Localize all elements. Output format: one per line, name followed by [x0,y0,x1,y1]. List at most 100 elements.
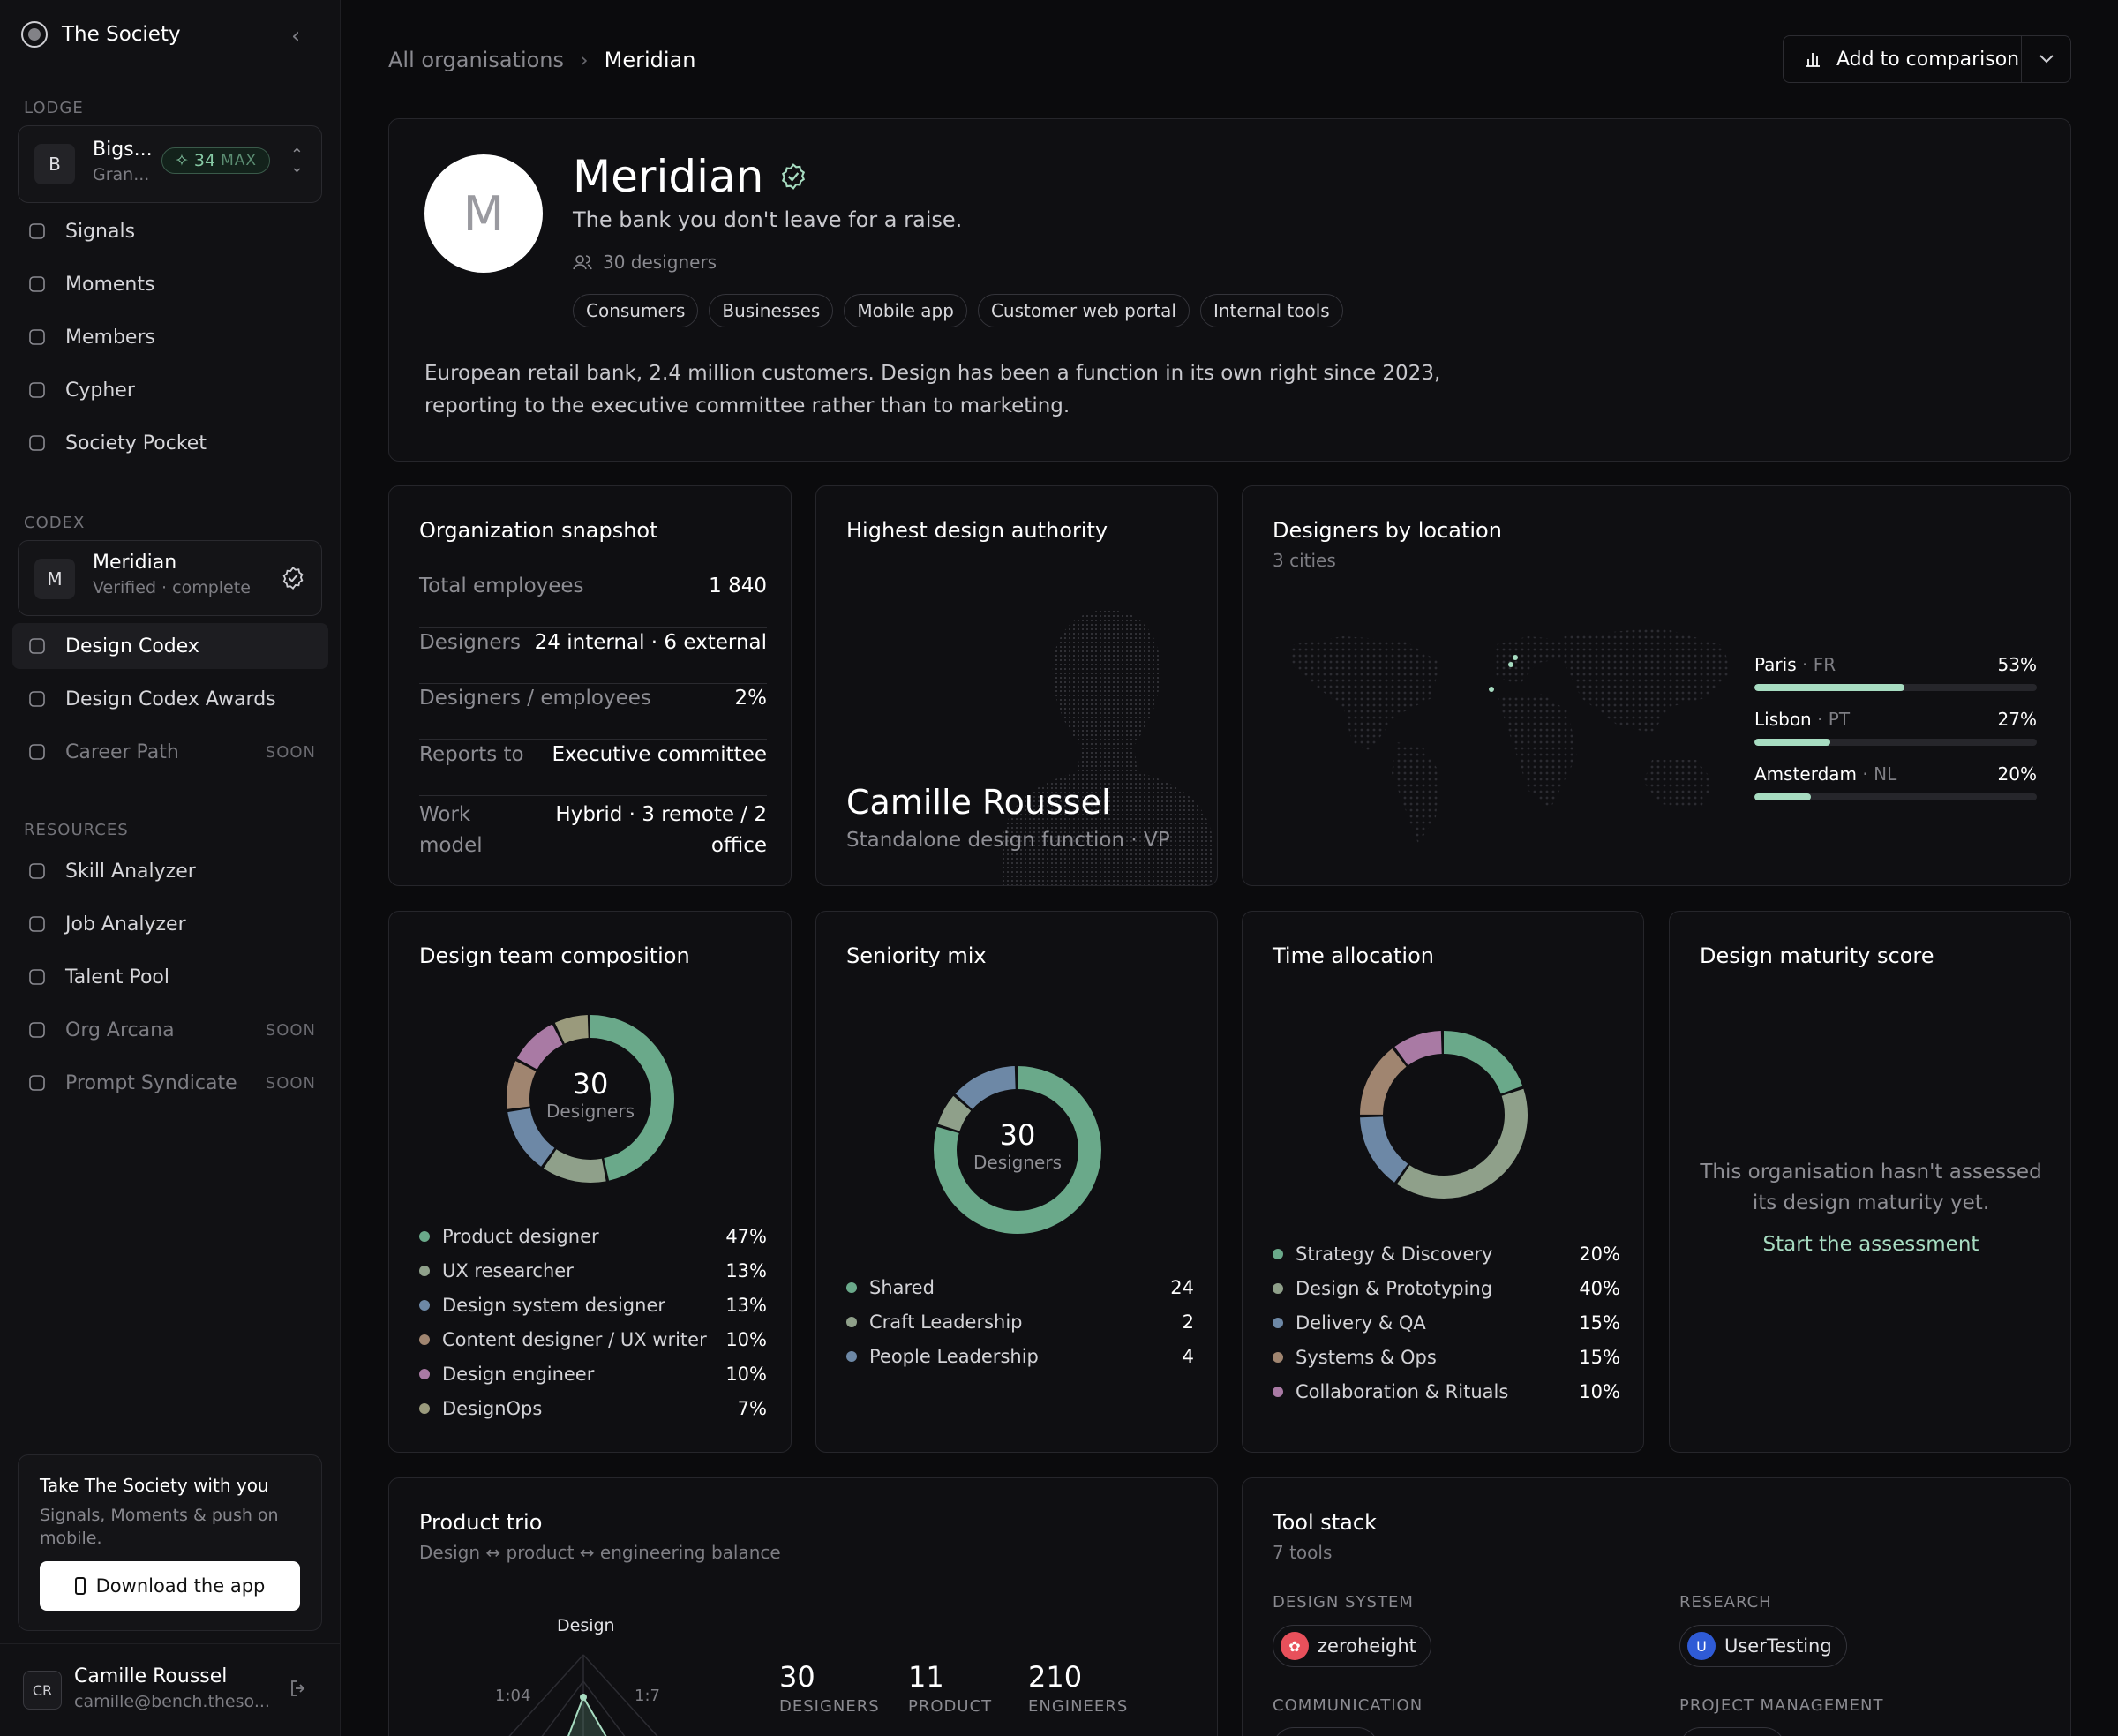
snapshot-row: Total employees 1 840 [419,575,767,628]
legend-dot [419,1231,430,1242]
trio-product-value: 11 [908,1660,944,1694]
location-bar-fill [1754,684,1904,691]
legend-label: People Leadership [869,1346,1039,1367]
sidebar-item-label: Cypher [65,379,135,402]
seniority-total-label: Designers [973,1152,1062,1173]
sidebar-item-label: Prompt Syndicate [65,1071,237,1094]
tools-title: Tool stack [1273,1510,1377,1535]
add-to-comparison-label: Add to comparison [1836,48,2020,71]
logout-icon[interactable] [288,1678,309,1699]
add-to-comparison-button[interactable]: Add to comparison [1784,36,2021,82]
sidebar-item-members[interactable]: Members [12,314,328,360]
composition-title: Design team composition [419,943,690,968]
legend-value: 10% [725,1364,767,1385]
legend-label: Delivery & QA [1296,1312,1426,1334]
sidebar-item-skill-analyzer[interactable]: Skill Analyzer [12,848,328,894]
tool-chip-zeroheight[interactable]: ✿ zeroheight [1273,1625,1431,1667]
legend-item: Collaboration & Rituals 10% [1273,1381,1620,1402]
snapshot-key: Work model [419,803,483,857]
download-app-button[interactable]: Download the app [40,1561,300,1611]
legend-dot [419,1300,430,1311]
comparison-dropdown-button[interactable] [2021,36,2070,82]
sidebar-item-label: Org Arcana [65,1018,175,1041]
promo-text: Signals, Moments & push on mobile. [40,1506,279,1548]
trio-radar-chart [508,1654,658,1736]
sidebar-item-moments[interactable]: Moments [12,261,328,307]
legend-dot [846,1282,857,1293]
sidebar-item-org-arcana[interactable]: Org Arcana SOON [12,1007,328,1053]
wand-icon [26,1072,48,1093]
legend-dot [1273,1352,1283,1363]
designer-count-text: 30 designers [603,252,717,273]
user-email: camille@bench.theso... [74,1692,270,1711]
location-percent: 53% [1997,654,2037,675]
signal-icon [26,221,48,242]
sidebar-item-design-codex[interactable]: Design Codex [12,623,328,669]
legend-value: 2 [1182,1311,1194,1333]
legend-label: Design engineer [442,1364,595,1385]
sidebar-item-label: Moments [65,273,155,296]
donut-segment [507,1015,674,1183]
tool-name-usertesting: UserTesting [1724,1635,1832,1657]
sidebar-item-society-pocket[interactable]: Society Pocket [12,420,328,466]
codex-name: Meridian [93,552,177,574]
sidebar-item-label: Job Analyzer [65,913,186,936]
location-row: Paris · FR 53% [1754,654,2037,691]
trio-engineers-label: ENGINEERS [1028,1697,1129,1716]
sidebar: The Society ‹ LODGE B Bigs... Gran... ✧ … [0,0,341,1736]
sidebar-item-career-path[interactable]: Career Path SOON [12,729,328,775]
location-city: Paris [1754,654,1797,675]
snapshot-row: Reports to Executive committee [419,743,767,796]
legend-dot [419,1334,430,1345]
soon-badge: SOON [265,1073,316,1093]
chevron-right-icon: › [580,48,589,72]
tool-group-design-system: DESIGN SYSTEM [1273,1593,1414,1612]
trio-stat-engineers: 210 ENGINEERS [1028,1660,1128,1716]
sparkle-icon: ✧ [175,151,189,170]
legend-item: Craft Leadership 2 [846,1311,1194,1333]
sidebar-item-prompt-syndicate[interactable]: Prompt Syndicate SOON [12,1060,328,1106]
promo-title: Take The Society with you [40,1475,269,1496]
org-tag: Internal tools [1199,294,1343,327]
breadcrumb-root[interactable]: All organisations [388,48,565,72]
location-bar [1754,684,2037,691]
locations-subtitle: 3 cities [1273,550,1336,571]
legend-label: Content designer / UX writer [442,1329,707,1350]
codex-switcher[interactable]: M Meridian Verified · complete [18,540,322,616]
brand[interactable]: The Society [21,21,181,48]
max-badge-label: MAX [221,152,258,169]
donut-segment [507,1015,674,1183]
start-assessment-link[interactable]: Start the assessment [1762,1233,1979,1256]
seniority-title: Seniority mix [846,943,987,968]
seniority-donut-chart [934,1066,1101,1234]
location-bar-fill [1754,793,1811,800]
tool-chip-project-management[interactable] [1679,1727,1785,1736]
breadcrumb: All organisations › Meridian [388,48,695,72]
legend-dot [846,1351,857,1362]
tool-chip-communication[interactable] [1273,1727,1378,1736]
sidebar-item-design-codex-awards[interactable]: Design Codex Awards [12,676,328,722]
tool-group-project-management: PROJECT MANAGEMENT [1679,1696,1884,1715]
legend-dot [1273,1318,1283,1328]
sidebar-item-job-analyzer[interactable]: Job Analyzer [12,901,328,947]
gamepad-icon [26,432,48,454]
lodge-switcher[interactable]: B Bigs... Gran... ✧ 34 MAX ⌃ ⌄ [18,125,322,203]
download-app-label: Download the app [95,1575,266,1597]
seniority-center: 30 Designers [929,1118,1106,1173]
lodge-sub: Gran... [93,165,150,184]
user-menu[interactable]: CR Camille Roussel camille@bench.theso..… [0,1643,341,1736]
chevron-down-icon [2039,55,2054,64]
location-row: Lisbon · PT 27% [1754,709,2037,746]
legend-item: Delivery & QA 15% [1273,1312,1620,1334]
sidebar-item-talent-pool[interactable]: Talent Pool [12,954,328,1000]
tool-chip-usertesting[interactable]: U UserTesting [1679,1625,1847,1667]
user-name: Camille Roussel [74,1665,228,1687]
sidebar-item-cypher[interactable]: Cypher [12,367,328,413]
map-marker-paris [1508,662,1513,667]
sidebar-item-signals[interactable]: Signals [12,208,328,254]
location-percent: 27% [1997,709,2037,730]
snapshot-value: Hybrid · 3 remote / 2 office [555,803,767,857]
collapse-sidebar-icon[interactable]: ‹ [291,23,301,49]
locations-title: Designers by location [1273,518,1502,543]
scan-icon [26,913,48,935]
